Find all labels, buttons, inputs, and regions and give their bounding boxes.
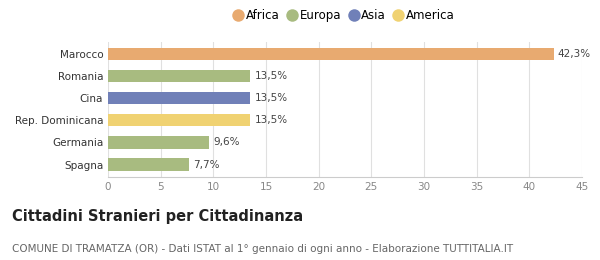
Bar (108, 114, 250, 126)
Text: COMUNE DI TRAMATZA (OR) - Dati ISTAT al 1° gennaio di ogni anno - Elaborazione T: COMUNE DI TRAMATZA (OR) - Dati ISTAT al … (12, 244, 513, 254)
Text: 7,7%: 7,7% (193, 160, 220, 170)
Bar (108, 70, 250, 82)
Bar (108, 92, 250, 104)
Text: 13,5%: 13,5% (254, 71, 287, 81)
Text: 13,5%: 13,5% (254, 93, 287, 103)
Bar (108, 159, 189, 171)
Bar (108, 136, 209, 148)
Text: Cittadini Stranieri per Cittadinanza: Cittadini Stranieri per Cittadinanza (12, 209, 303, 224)
Bar (108, 48, 554, 60)
Text: 13,5%: 13,5% (254, 115, 287, 125)
Legend: Africa, Europa, Asia, America: Africa, Europa, Asia, America (233, 7, 457, 25)
Text: 42,3%: 42,3% (558, 49, 591, 59)
Text: 9,6%: 9,6% (214, 138, 240, 147)
